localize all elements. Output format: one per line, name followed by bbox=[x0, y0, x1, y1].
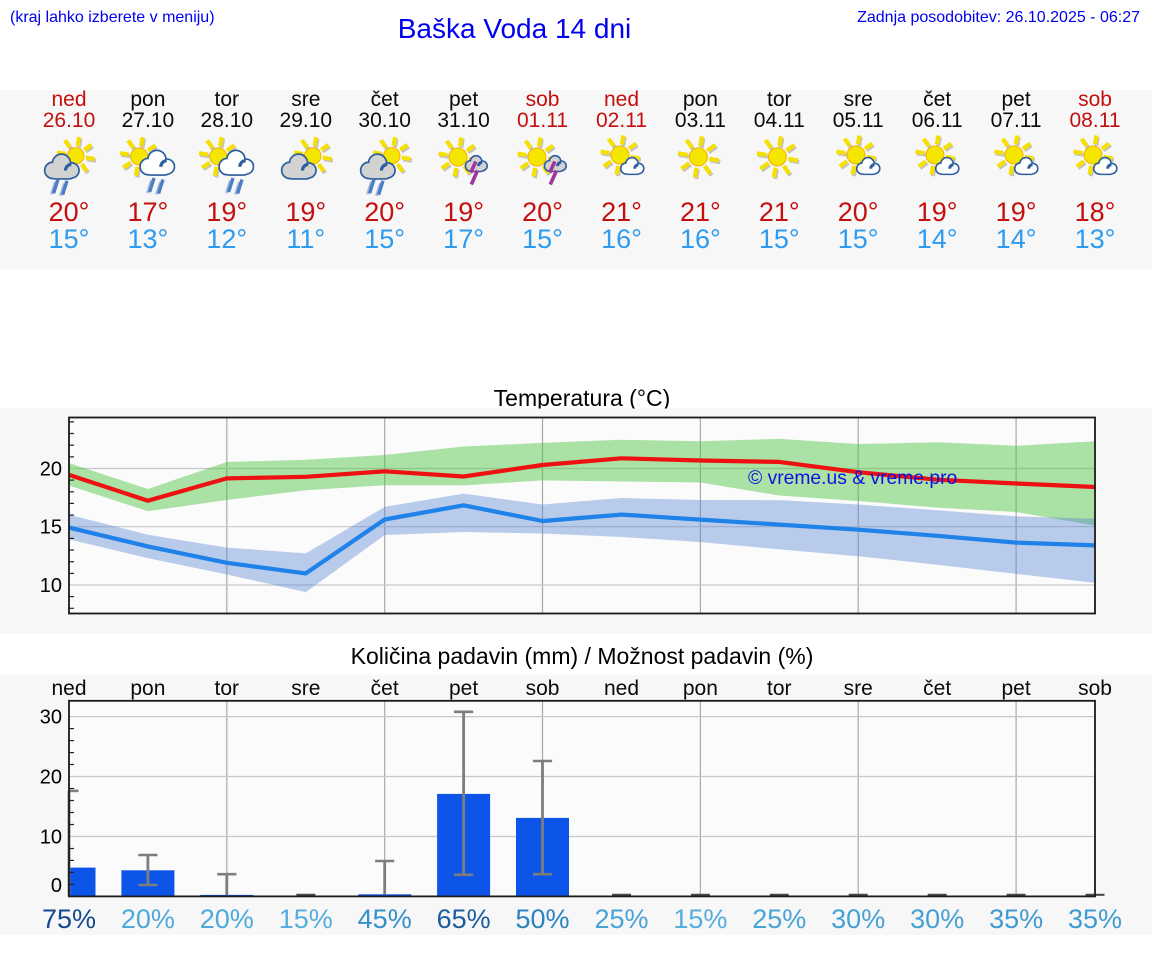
svg-text:15: 15 bbox=[40, 517, 62, 539]
svg-text:30: 30 bbox=[40, 707, 62, 729]
svg-text:20: 20 bbox=[40, 459, 62, 481]
svg-text:0: 0 bbox=[51, 875, 62, 897]
svg-text:10: 10 bbox=[40, 827, 62, 849]
svg-text:10: 10 bbox=[40, 575, 62, 597]
svg-text:© vreme.us & vreme.pro: © vreme.us & vreme.pro bbox=[748, 468, 957, 489]
svg-text:20: 20 bbox=[40, 767, 62, 789]
